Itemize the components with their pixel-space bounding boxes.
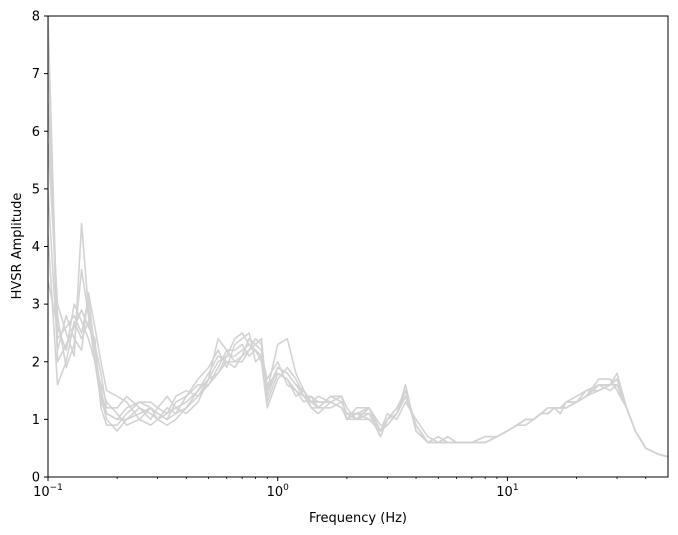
y-tick-label: 7 <box>32 67 40 82</box>
y-tick-label: 0 <box>32 471 40 486</box>
x-axis: 10−1 100 101 <box>33 477 647 500</box>
hvsr-curve-7 <box>48 280 668 458</box>
y-tick-label: 2 <box>32 355 40 370</box>
y-tick-label: 8 <box>32 10 40 25</box>
y-tick-label: 1 <box>32 413 40 428</box>
y-axis: 0 1 2 3 4 5 6 7 8 <box>32 10 48 486</box>
plot-area <box>48 16 668 477</box>
y-tick-label: 3 <box>32 298 40 313</box>
x-tick-label: 100 <box>267 483 290 500</box>
x-axis-label: Frequency (Hz) <box>309 511 407 526</box>
y-tick-label: 5 <box>32 182 40 197</box>
y-tick-label: 4 <box>32 240 40 255</box>
curves-group <box>48 16 668 458</box>
y-tick-label: 6 <box>32 125 40 140</box>
y-axis-label: HVSR Amplitude <box>10 193 25 300</box>
x-tick-label: 101 <box>496 483 518 500</box>
x-tick-label: 10−1 <box>33 483 63 500</box>
